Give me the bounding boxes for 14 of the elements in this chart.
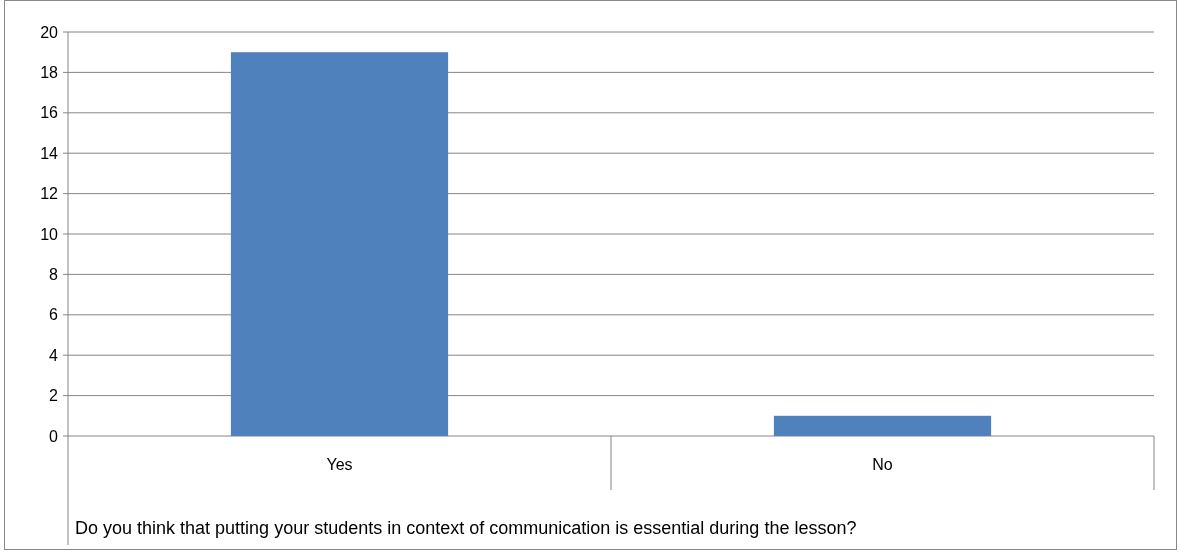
y-tick-label: 0 [49,427,59,445]
y-tick-label: 18 [40,64,59,81]
y-tick-label: 16 [40,104,59,122]
x-axis-title: Do you think that putting your students in context of communication is essential during the lesson? [75,518,857,538]
y-tick-label: 14 [40,144,59,162]
y-tick-label: 2 [49,387,59,405]
y-tick-label: 4 [49,346,59,364]
y-tick-label: 12 [40,185,59,203]
x-tick-label: Yes [326,456,353,473]
y-tick-label: 6 [49,306,59,324]
y-tick-label: 10 [40,225,59,243]
x-tick-label: No [872,456,893,473]
y-tick-label: 8 [49,266,59,283]
y-tick-label: 20 [40,23,59,41]
